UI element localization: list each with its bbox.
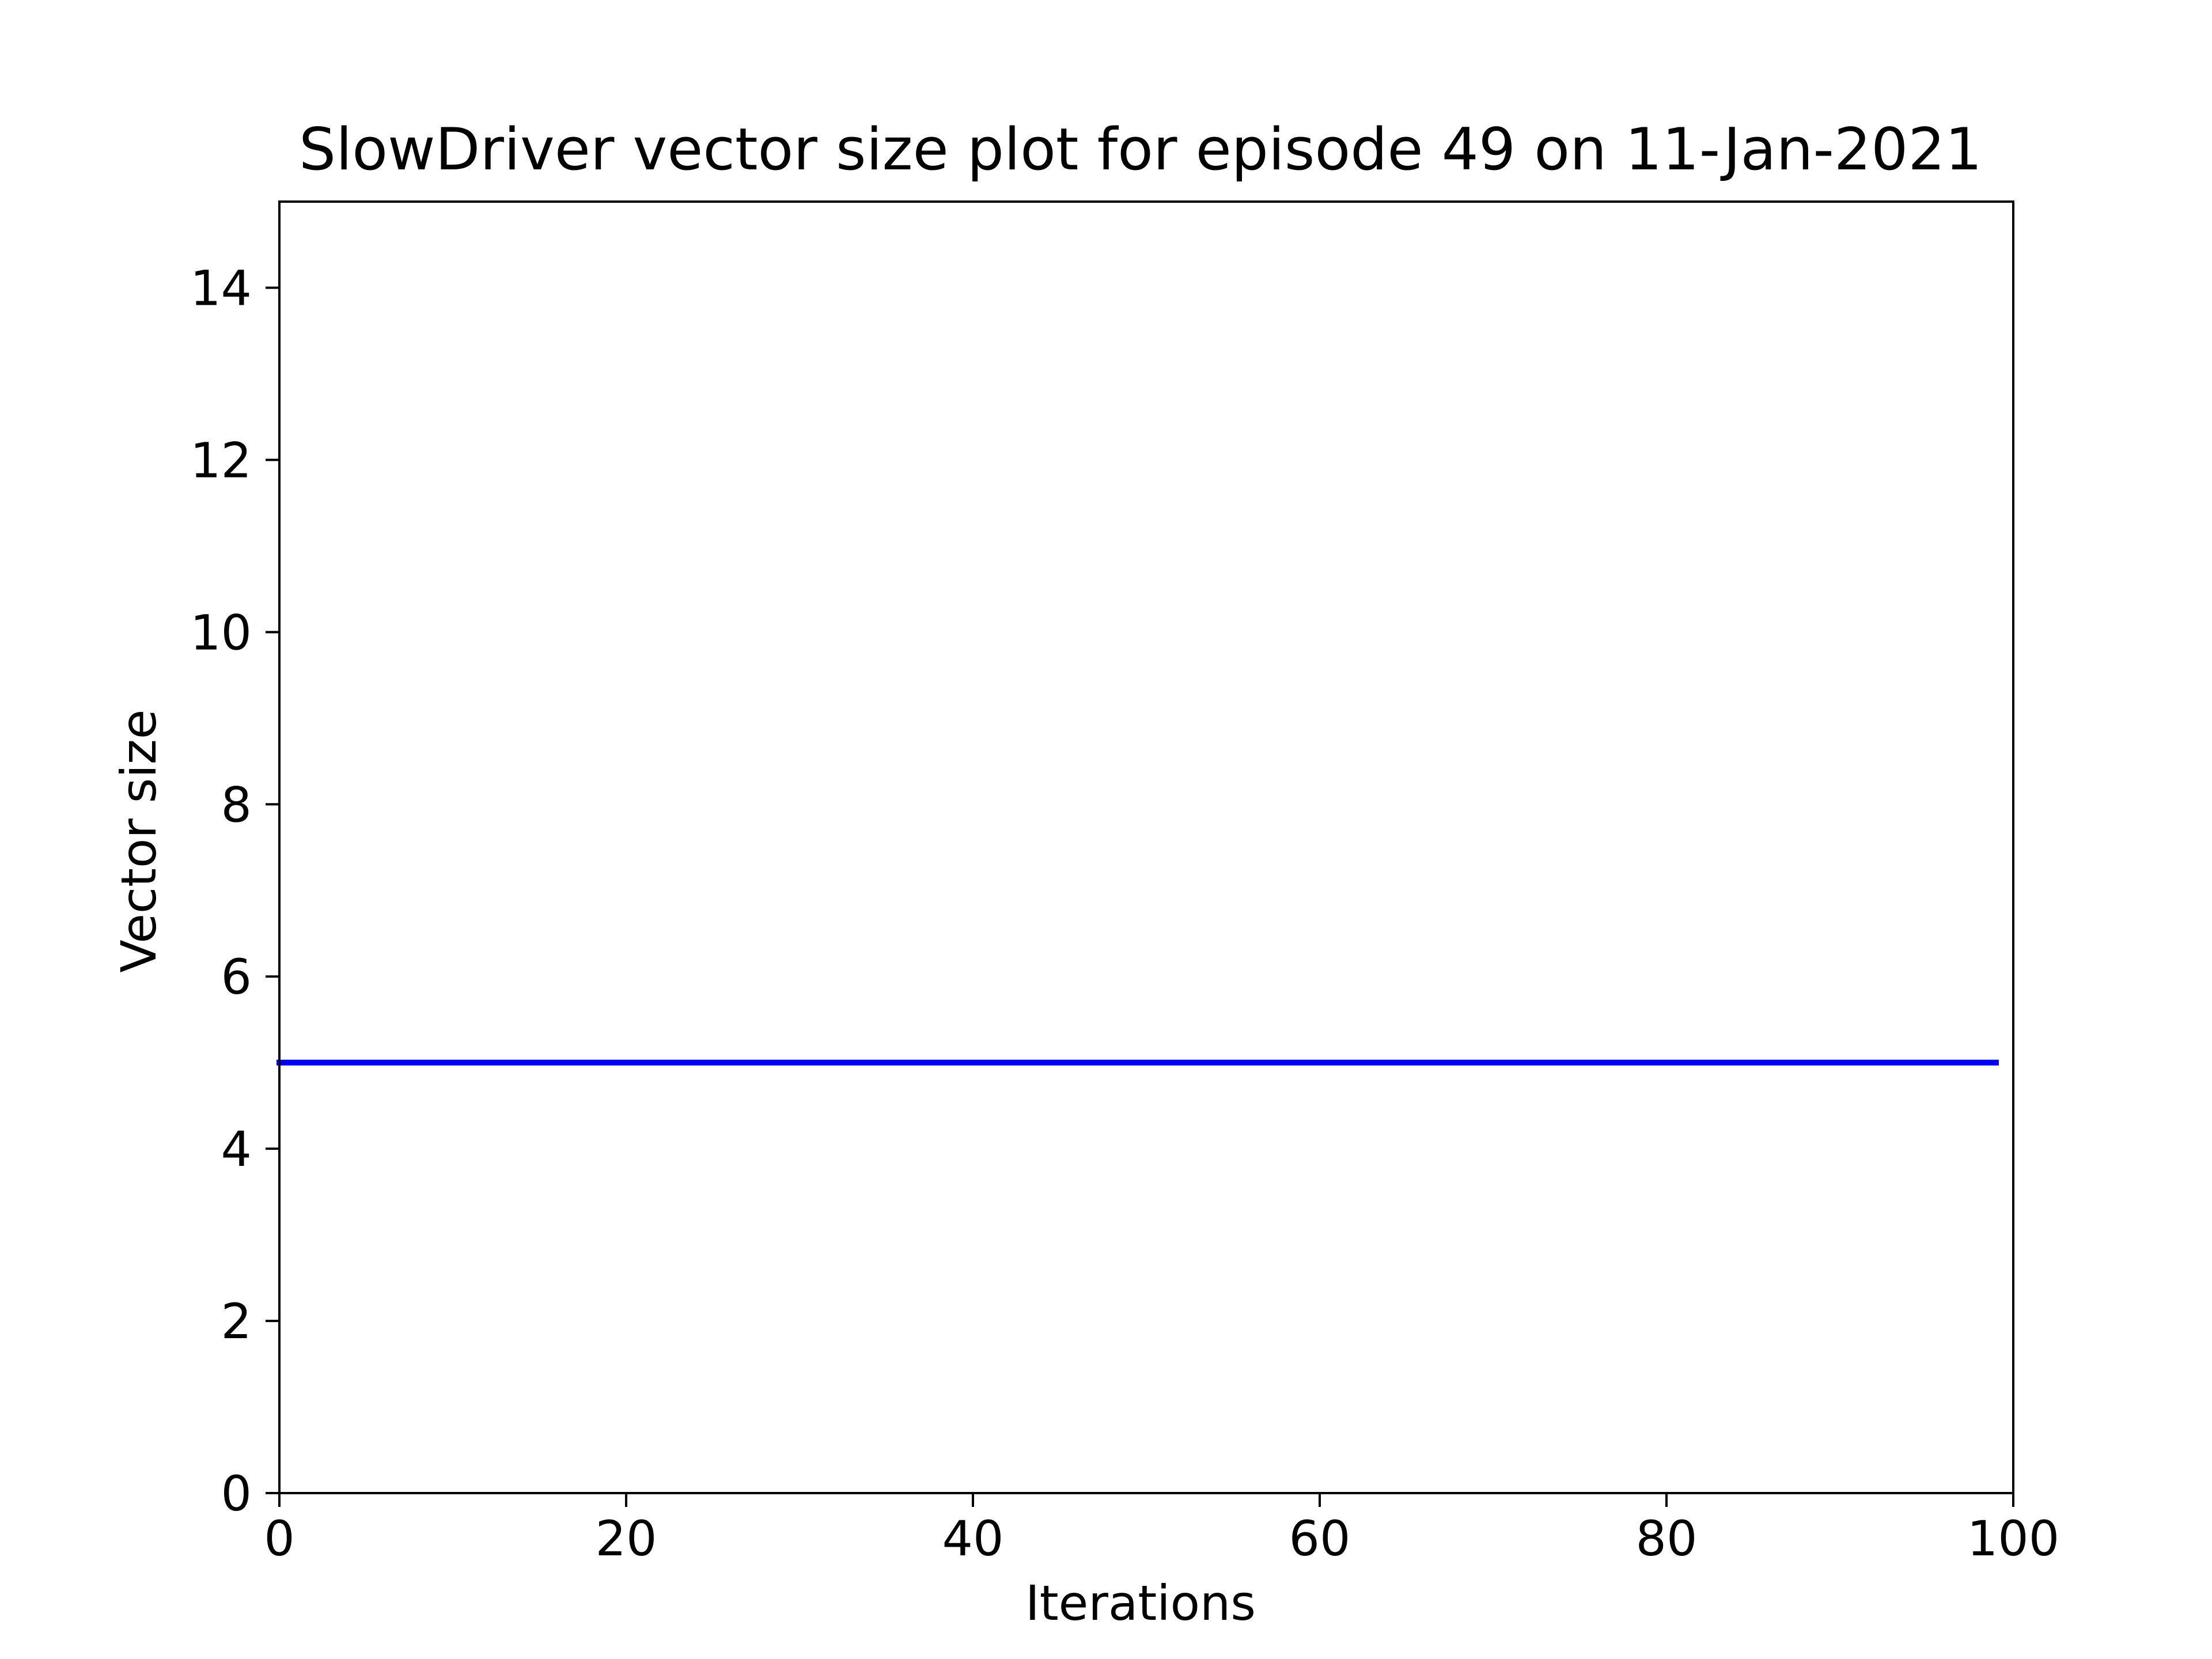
- axes-frame: [278, 200, 2014, 1494]
- x-axis-label: Iterations: [1025, 1575, 1256, 1631]
- y-tick-label: 14: [190, 260, 252, 316]
- y-tick-label: 4: [221, 1121, 252, 1177]
- y-tick-label: 12: [190, 432, 252, 488]
- x-tick-label: 100: [1967, 1510, 2059, 1567]
- x-tick-label: 60: [1289, 1510, 1351, 1567]
- y-tick-label: 10: [190, 604, 252, 661]
- y-tick-label: 2: [221, 1293, 252, 1350]
- x-tick-label: 40: [942, 1510, 1004, 1567]
- chart-title: SlowDriver vector size plot for episode …: [299, 115, 1982, 183]
- x-tick-label: 80: [1636, 1510, 1698, 1567]
- y-tick-label: 6: [221, 949, 252, 1005]
- x-tick-label: 20: [596, 1510, 657, 1567]
- y-tick-label: 8: [221, 777, 252, 833]
- y-tick-label: 0: [221, 1465, 252, 1522]
- x-tick-label: 0: [264, 1510, 294, 1567]
- x-axis: 0 20 40 60 80 100: [264, 1493, 2059, 1567]
- y-axis: 0 2 4 6 8 10 12 14: [190, 260, 279, 1522]
- y-axis-label: Vector size: [111, 709, 167, 972]
